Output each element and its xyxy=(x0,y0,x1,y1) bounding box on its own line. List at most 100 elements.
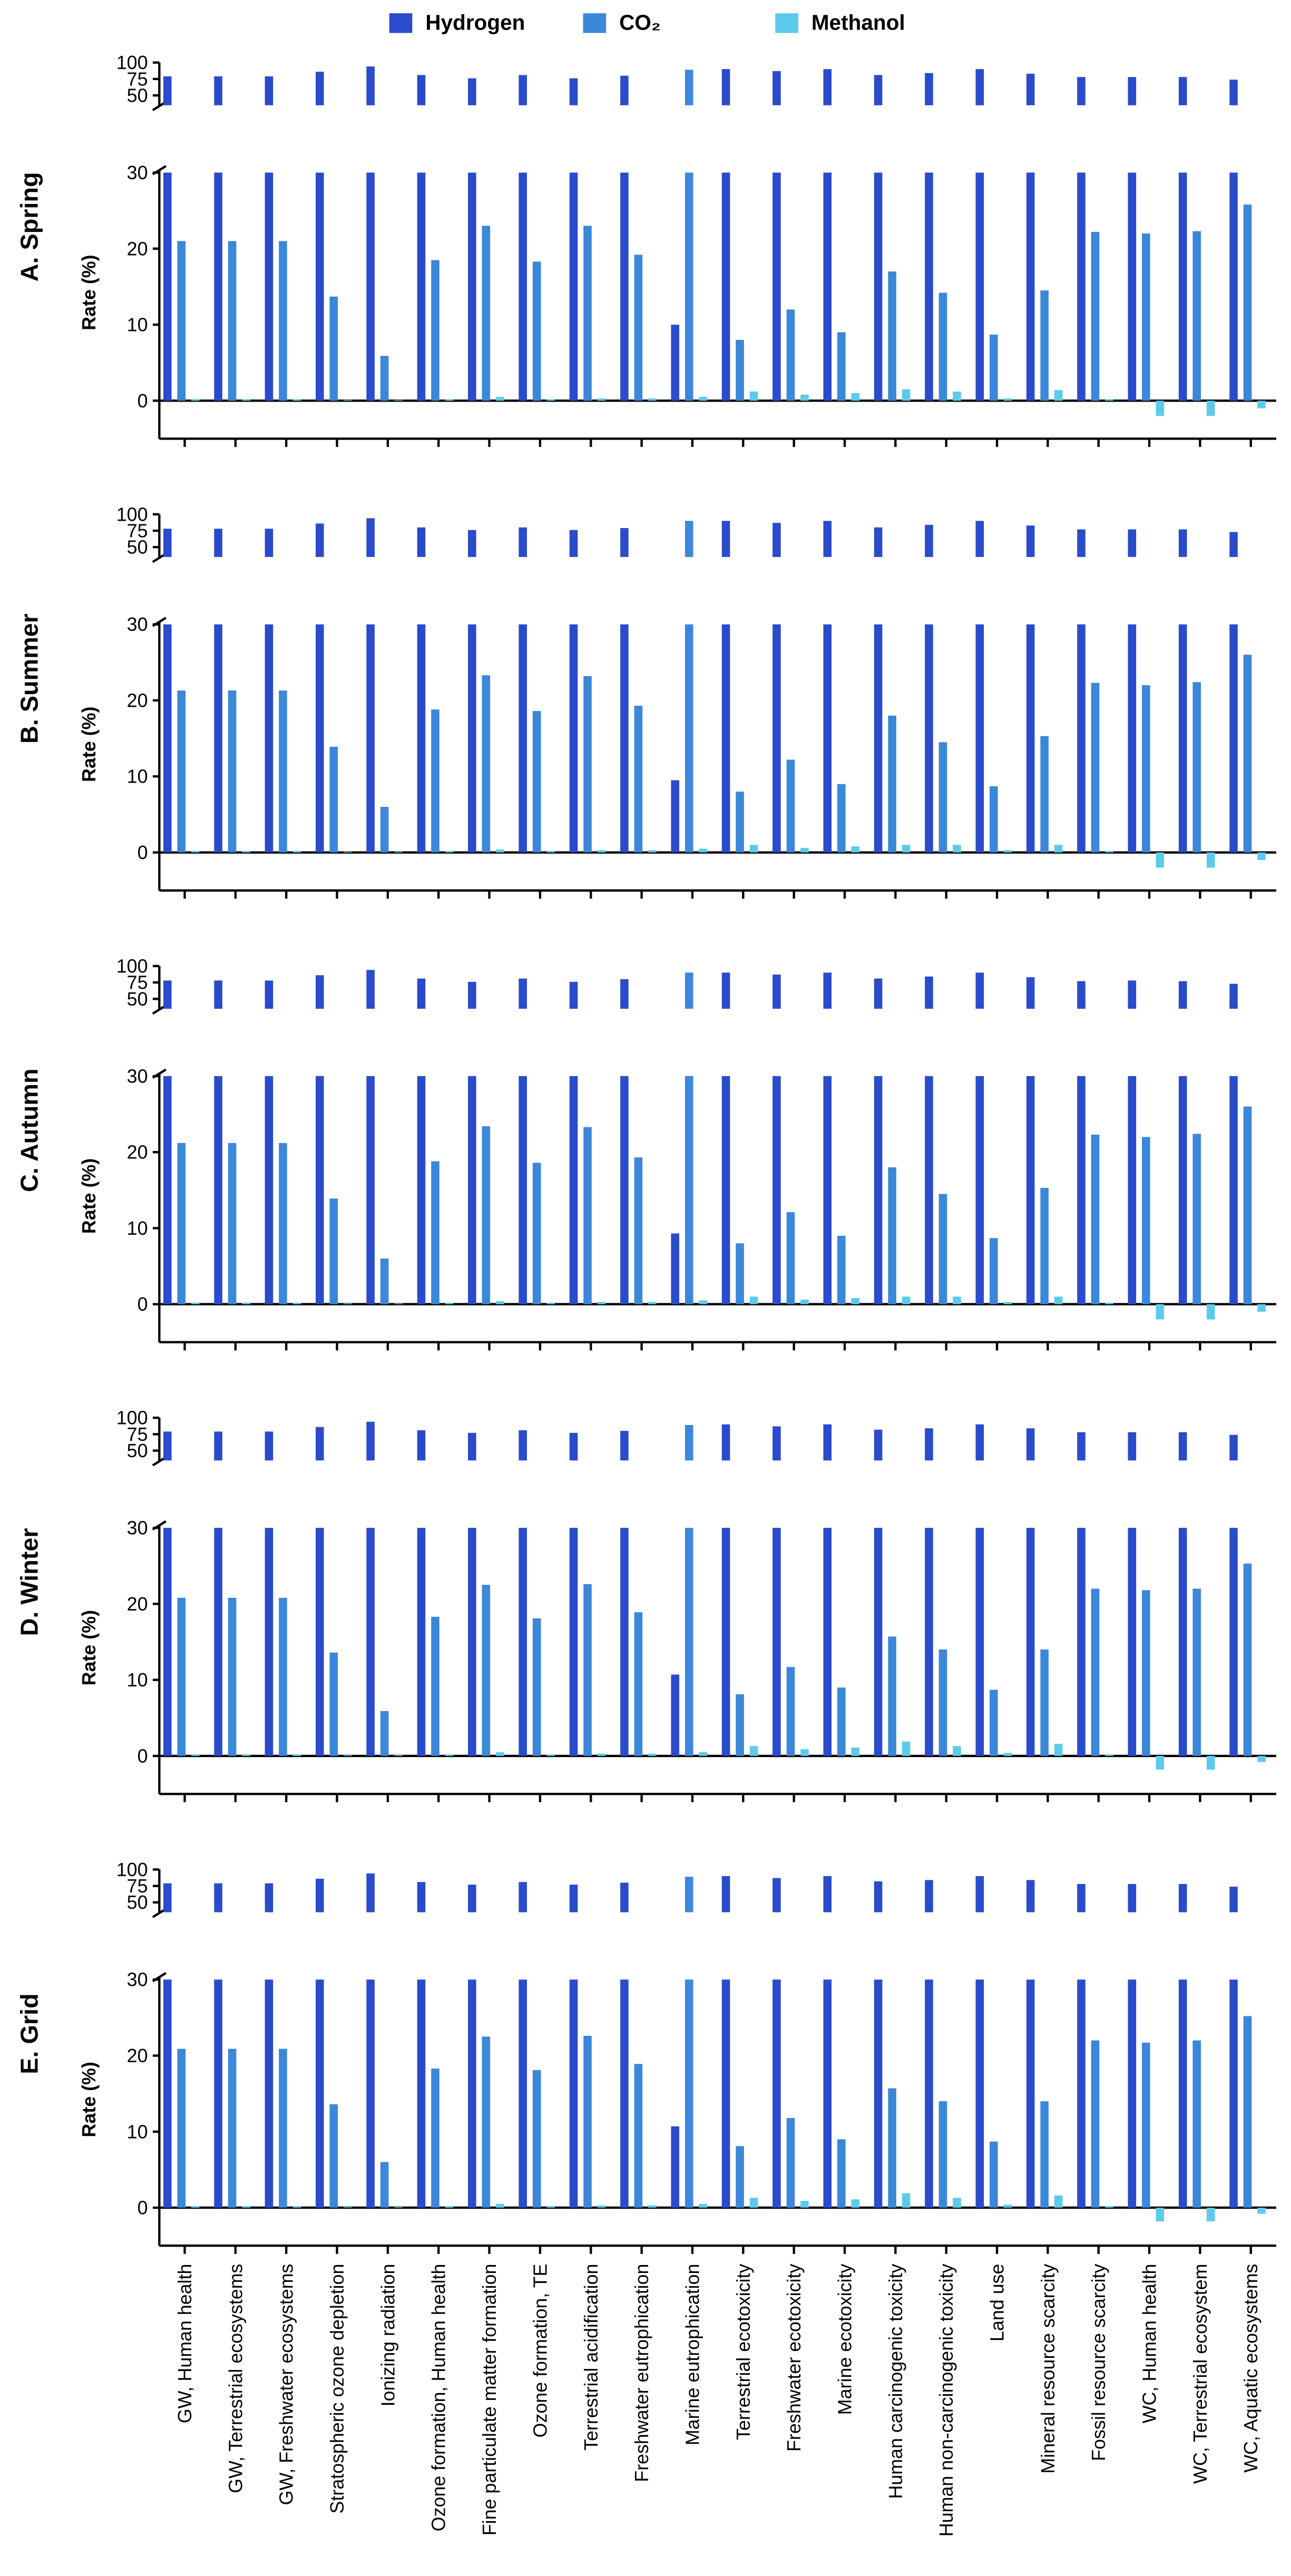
bar xyxy=(902,1296,911,1304)
bar xyxy=(1026,977,1035,1304)
bar xyxy=(532,261,541,401)
bar xyxy=(279,241,287,401)
bar xyxy=(1192,2040,1201,2208)
bar xyxy=(1243,2016,1252,2208)
bar xyxy=(228,2048,237,2208)
y-tick-label: 30 xyxy=(127,614,148,635)
y-axis-label: Rate (%) xyxy=(79,2062,100,2137)
bar xyxy=(736,339,744,401)
bar xyxy=(749,392,758,401)
bar xyxy=(1091,232,1100,401)
bar xyxy=(482,226,491,401)
bar xyxy=(265,1431,273,1756)
bar xyxy=(1054,2196,1063,2208)
bar xyxy=(938,1649,947,1756)
bar xyxy=(786,1667,795,1756)
bar xyxy=(597,2205,606,2208)
bar xyxy=(1026,1428,1035,1756)
bar xyxy=(177,690,186,853)
bar xyxy=(902,2193,911,2208)
bar xyxy=(938,2101,947,2208)
bar xyxy=(468,1885,476,2208)
bar xyxy=(837,1687,846,1756)
bar xyxy=(823,69,832,401)
bar xyxy=(1192,1588,1201,1756)
x-tick-label: Marine ecotoxicity xyxy=(834,2263,855,2415)
bar xyxy=(482,1126,491,1304)
y-tick-label: 50 xyxy=(127,989,148,1010)
bar xyxy=(786,2118,795,2208)
bar xyxy=(699,397,708,401)
bar xyxy=(292,2206,301,2208)
bar xyxy=(1156,401,1165,416)
bar xyxy=(888,1636,896,1756)
bar xyxy=(1091,2040,1100,2208)
bar xyxy=(1178,1884,1187,2208)
bar xyxy=(1156,852,1165,868)
bar xyxy=(468,78,476,401)
bar xyxy=(394,1303,403,1304)
bar xyxy=(519,527,527,853)
y-tick-label: 0 xyxy=(138,1294,148,1315)
bar xyxy=(242,851,250,853)
bar xyxy=(519,978,527,1304)
bar xyxy=(468,1432,476,1756)
bar xyxy=(496,2203,504,2208)
bar xyxy=(344,1303,352,1304)
x-tick-label: GW, Terrestrial ecosystems xyxy=(225,2264,246,2493)
y-tick-label: 20 xyxy=(127,1594,148,1615)
bar xyxy=(749,1746,758,1756)
bar xyxy=(634,255,643,401)
y-tick-label: 75 xyxy=(127,69,148,90)
bar xyxy=(597,398,606,401)
bar xyxy=(1128,529,1137,853)
bar xyxy=(1054,1743,1063,1756)
bar xyxy=(366,970,375,1304)
y-tick-label: 10 xyxy=(127,1670,148,1691)
y-tick-label: 30 xyxy=(127,1066,148,1087)
bar xyxy=(902,1741,911,1756)
bar xyxy=(394,399,403,401)
bar xyxy=(699,2203,708,2208)
bar xyxy=(1026,73,1035,401)
x-tick-label: Land use xyxy=(987,2264,1008,2341)
bar xyxy=(888,2088,896,2208)
x-tick-label: Mineral resource scarcity xyxy=(1038,2263,1059,2473)
y-tick-label: 20 xyxy=(127,2045,148,2066)
bar xyxy=(634,1612,643,1756)
x-tick-label: Ionizing radiation xyxy=(377,2264,398,2407)
bar xyxy=(445,1754,454,1756)
x-tick-label: Ozone formation, TE xyxy=(530,2264,551,2438)
bar xyxy=(316,1427,324,1756)
bar xyxy=(1206,1304,1215,1320)
y-tick-label: 100 xyxy=(116,52,148,73)
bar xyxy=(953,2198,961,2208)
y-tick-label: 0 xyxy=(138,1745,148,1767)
bar xyxy=(851,393,860,401)
bar xyxy=(749,2198,758,2208)
bar xyxy=(496,397,504,401)
bar xyxy=(837,1235,846,1304)
bar xyxy=(736,1243,744,1304)
bar xyxy=(772,1878,781,2208)
bar xyxy=(569,1432,578,1756)
bar xyxy=(163,980,172,1304)
bar xyxy=(583,1584,592,1756)
y-tick-label: 30 xyxy=(127,1518,148,1539)
bar xyxy=(1077,1884,1085,2208)
bar xyxy=(699,848,708,853)
bar xyxy=(648,1302,657,1304)
bar xyxy=(417,1882,426,2208)
panel-title: C. Autumn xyxy=(16,1068,43,1192)
y-tick-label: 10 xyxy=(127,1218,148,1239)
bar xyxy=(265,76,273,401)
x-tick-label: Freshwater ecotoxicity xyxy=(784,2263,805,2451)
bar xyxy=(228,690,237,853)
bar xyxy=(532,2070,541,2208)
bar xyxy=(990,1690,998,1756)
bar xyxy=(1156,2208,1165,2222)
legend-label: Hydrogen xyxy=(425,10,525,34)
bar xyxy=(648,850,657,853)
bar xyxy=(1156,1304,1165,1320)
